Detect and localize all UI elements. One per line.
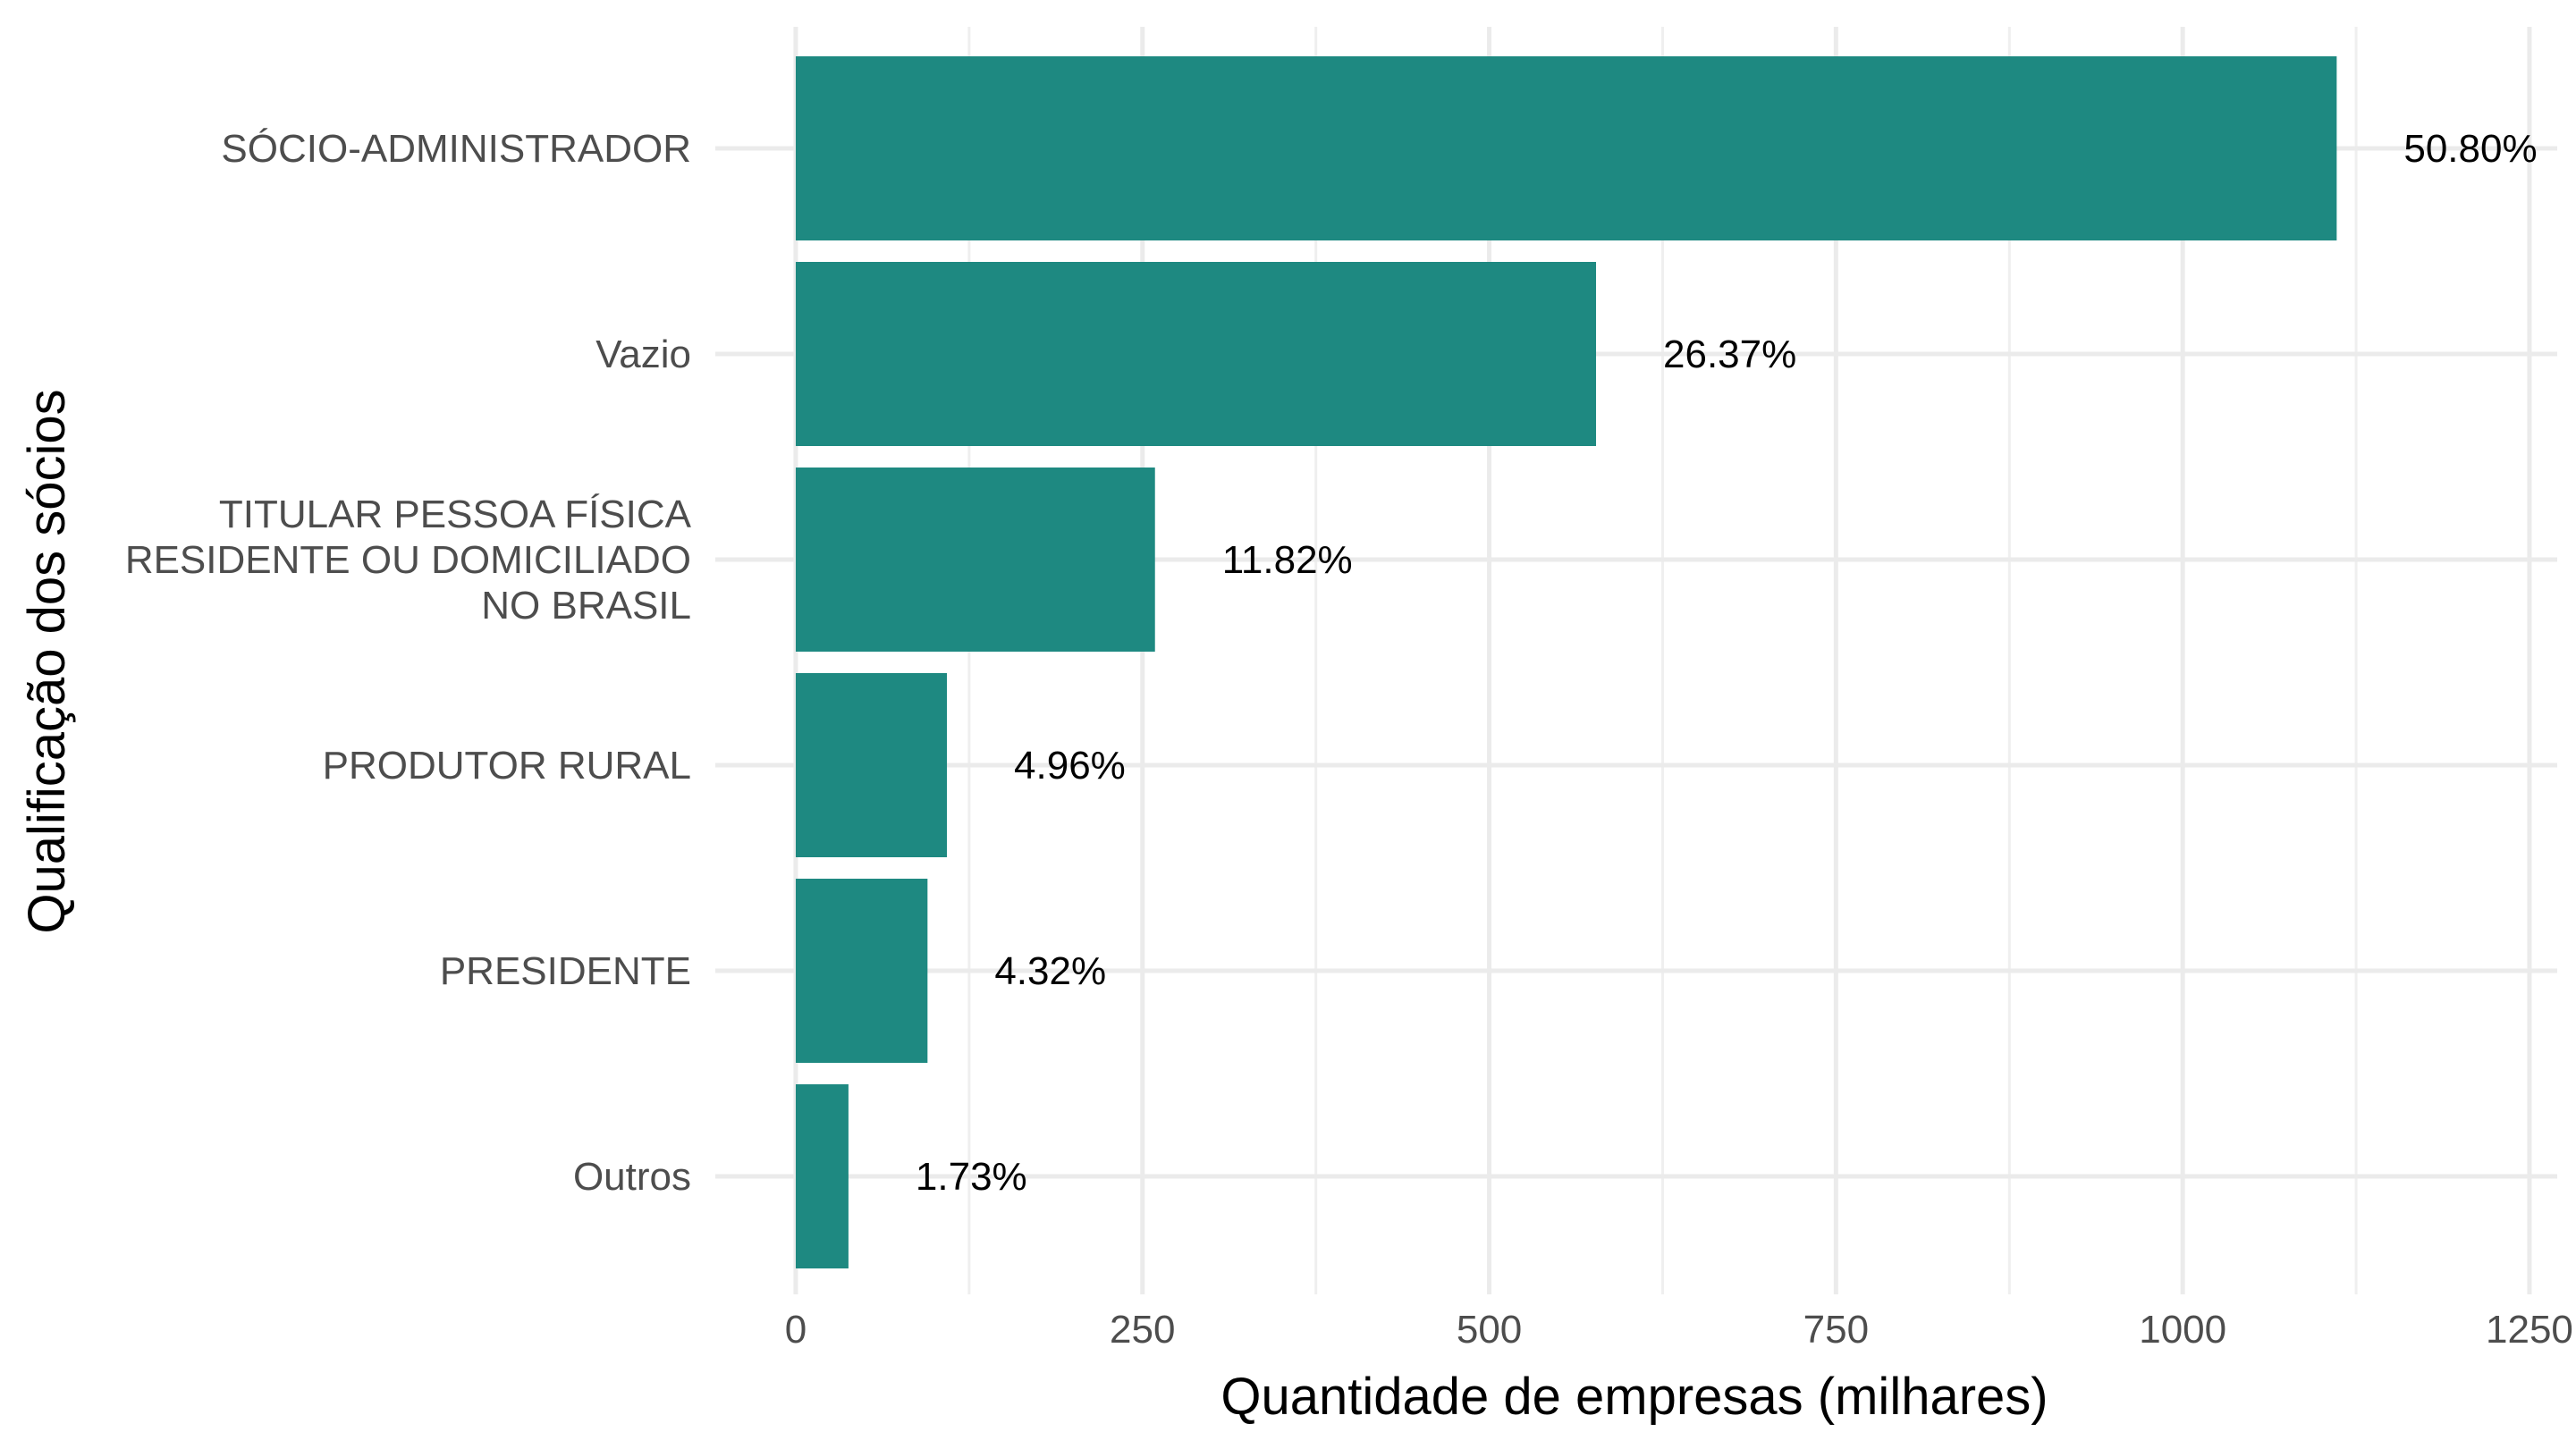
bars-group	[795, 56, 2337, 1268]
category-label: PRESIDENTE	[440, 949, 691, 993]
value-label: 26.37%	[1663, 333, 1796, 376]
value-label: 4.96%	[1014, 744, 1126, 788]
category-label: Outros	[573, 1155, 691, 1199]
x-tick-label: 1250	[2486, 1308, 2573, 1352]
category-label: SÓCIO-ADMINISTRADOR	[221, 127, 691, 171]
x-tick-label: 500	[1457, 1308, 1522, 1352]
x-tick-label: 0	[785, 1308, 807, 1352]
category-labels-group: SÓCIO-ADMINISTRADOR Vazio TITULAR PESSOA F…	[125, 127, 692, 1199]
category-label: TITULAR PESSOA FÍSICA	[219, 493, 692, 536]
category-label: PRODUTOR RURAL	[323, 744, 691, 788]
bar	[795, 1084, 849, 1268]
bar	[795, 262, 1597, 446]
category-label: RESIDENTE OU DOMICILIADO	[125, 538, 691, 582]
bar	[795, 468, 1155, 652]
bar	[795, 56, 2337, 240]
x-tick-label: 1000	[2139, 1308, 2226, 1352]
x-tick-label: 250	[1110, 1308, 1175, 1352]
category-label: Vazio	[595, 333, 691, 376]
x-tick-label: 750	[1803, 1308, 1869, 1352]
value-label: 11.82%	[1222, 538, 1353, 582]
category-label: NO BRASIL	[481, 584, 691, 628]
value-label: 4.32%	[994, 949, 1106, 993]
x-tick-labels-group: 0 250 500 750 1000 1250	[785, 1308, 2573, 1352]
value-labels-group: 50.80% 26.37% 11.82% 4.96% 4.32% 1.73%	[916, 127, 2538, 1199]
value-label: 1.73%	[916, 1155, 1027, 1199]
bar	[795, 879, 928, 1063]
bar	[795, 673, 948, 857]
value-label: 50.80%	[2403, 127, 2537, 171]
y-axis-title: Qualificação dos sócios	[18, 389, 76, 933]
x-axis-title: Quantidade de empresas (milhares)	[1220, 1368, 2048, 1426]
